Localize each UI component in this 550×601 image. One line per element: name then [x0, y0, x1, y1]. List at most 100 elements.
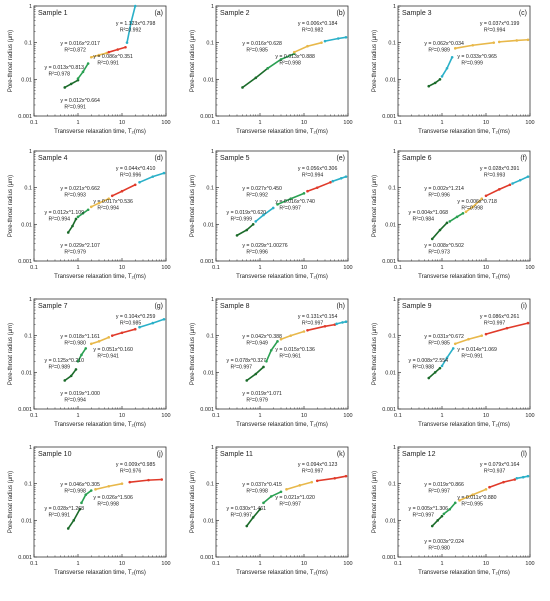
- fit-r-squared: R²=0.988: [413, 365, 435, 371]
- sample-label: Sample 10: [38, 451, 72, 458]
- fit-r-squared: R²=0.994: [302, 173, 324, 179]
- x-tick-label: 100: [161, 265, 170, 271]
- data-point: [310, 480, 314, 484]
- data-point: [344, 175, 348, 178]
- data-point: [438, 366, 442, 370]
- data-point: [445, 356, 449, 360]
- data-point: [76, 359, 80, 363]
- data-point: [262, 365, 265, 369]
- y-tick-label: 0.1: [24, 482, 32, 488]
- fit-r-squared: R²=0.997: [279, 206, 301, 212]
- y-tick-label: 0.01: [21, 370, 32, 376]
- sample-label: Sample 6: [402, 155, 432, 162]
- data-point: [471, 493, 475, 497]
- fit-equation: y = 0.009x^0.985: [116, 462, 156, 468]
- fit-equation: y = 0.013x^0.813: [45, 65, 85, 71]
- sample-label: Sample 7: [38, 303, 68, 310]
- y-tick-label: 0.01: [21, 77, 32, 83]
- data-point: [151, 321, 155, 325]
- x-tick-label: 0.1: [30, 413, 38, 419]
- data-point: [107, 336, 111, 339]
- fit-equation: y = 0.021x^0.662: [60, 186, 100, 192]
- data-point: [344, 474, 348, 478]
- y-tick-label: 0.001: [382, 407, 396, 413]
- data-point: [120, 331, 124, 335]
- y-tick-label: 0.01: [385, 222, 396, 228]
- plot-frame: [33, 446, 167, 558]
- data-point: [241, 86, 244, 89]
- data-point: [427, 376, 431, 380]
- x-tick-label: 1: [76, 265, 79, 271]
- fit-equation: y = 0.019x^1.071: [242, 391, 282, 397]
- y-tick-label: 0.01: [385, 370, 396, 376]
- panel-2: 0.1 1 10 100 0.001 0.01 0.1 1 Transverse relaxat…: [190, 4, 353, 135]
- data-point: [254, 76, 258, 80]
- data-point: [488, 485, 491, 489]
- data-point: [97, 53, 101, 57]
- fit-r-squared: R²=0.997: [231, 365, 253, 371]
- fit-equation: y = 0.006x^0.184: [298, 21, 338, 27]
- data-point: [497, 188, 501, 191]
- fit-equation: y = 0.094x^0.123: [298, 462, 338, 468]
- y-tick-label: 1: [211, 149, 214, 155]
- data-point: [107, 197, 111, 201]
- fit-r-squared: R²=0.978: [49, 72, 71, 78]
- x-axis-label: Transverse relaxation time, T₂(ms): [236, 422, 328, 428]
- fit-equation: y = 0.031x^0.672: [424, 334, 464, 340]
- panel-9: 0.1 1 10 100 0.001 0.01 0.1 1 Transverse relaxat…: [372, 297, 535, 428]
- data-point: [245, 379, 249, 382]
- plot-frame: [215, 5, 349, 117]
- data-point: [453, 47, 457, 50]
- data-point: [515, 39, 519, 42]
- x-tick-label: 1: [440, 265, 443, 271]
- x-tick-label: 0.1: [394, 413, 402, 419]
- data-point: [80, 501, 83, 505]
- data-point: [120, 482, 124, 485]
- data-point: [84, 493, 88, 497]
- data-point: [302, 330, 306, 333]
- fit-r-squared: R²=0.991: [97, 61, 119, 67]
- data-point: [306, 189, 309, 193]
- fit-r-squared: R²=0.996: [246, 250, 268, 256]
- data-point: [513, 478, 517, 481]
- data-point: [484, 488, 488, 491]
- fit-equation: y = 0.037x^0.415: [242, 482, 282, 488]
- fit-r-squared: R²=0.993: [484, 173, 506, 179]
- data-point: [162, 317, 166, 321]
- data-point: [76, 215, 80, 219]
- x-tick-label: 100: [161, 413, 170, 419]
- series-line: [324, 36, 347, 42]
- fit-equation: y = 0.030x^1.461: [227, 506, 267, 512]
- data-point: [66, 527, 70, 530]
- fit-r-squared: R²=0.996: [428, 192, 450, 198]
- fit-r-squared: R²=0.998: [279, 61, 301, 67]
- data-point: [344, 36, 348, 39]
- fit-equation: y = 0.028x^0.391: [480, 166, 520, 172]
- data-point: [151, 175, 155, 178]
- sample-label: Sample 12: [402, 451, 436, 458]
- fit-r-squared: R²=0.991: [49, 513, 71, 519]
- y-tick-label: 0.1: [388, 334, 396, 340]
- panel-8: 0.1 1 10 100 0.001 0.01 0.1 1 Transverse relaxat…: [190, 297, 353, 428]
- plot-frame: [397, 446, 531, 558]
- fit-r-squared: R²=0.997: [279, 502, 301, 508]
- series-line: [138, 172, 165, 184]
- fit-equation: y = 0.037x^0.199: [480, 21, 520, 27]
- plot-frame: [397, 150, 531, 262]
- x-tick-label: 100: [525, 413, 534, 419]
- fit-r-squared: R²=0.996: [120, 173, 142, 179]
- y-tick-label: 0.001: [200, 555, 214, 561]
- data-point: [448, 220, 452, 223]
- data-point: [254, 220, 258, 223]
- series-line: [441, 56, 453, 78]
- fit-r-squared: R²=0.997: [302, 321, 324, 327]
- x-tick-label: 100: [343, 561, 352, 567]
- fit-r-squared: R²=0.973: [428, 250, 450, 256]
- x-tick-label: 10: [301, 413, 307, 419]
- data-point: [66, 231, 70, 234]
- fit-equation: y = 0.021x^1.020: [275, 495, 315, 501]
- y-tick-label: 0.001: [382, 114, 396, 120]
- panel-3: 0.1 1 10 100 0.001 0.01 0.1 1 Transverse relaxat…: [372, 4, 535, 135]
- data-point: [74, 368, 78, 371]
- fit-equation: y = 0.012x^1.109: [45, 210, 85, 216]
